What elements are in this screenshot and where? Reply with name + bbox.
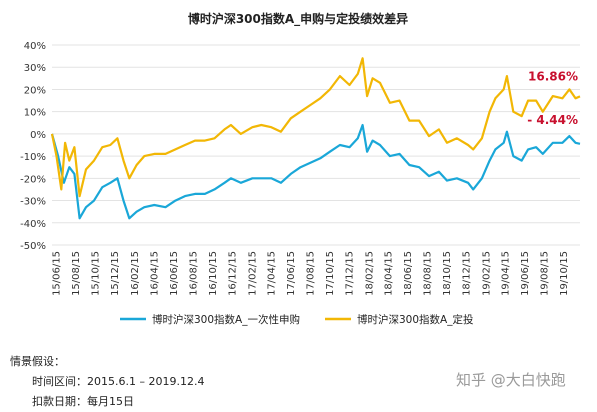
x-tick-label: 18/02/15: [364, 251, 375, 296]
notes-deduction: 扣款日期：每月15日: [32, 395, 134, 408]
x-tick-label: 15/12/15: [110, 251, 121, 296]
y-tick-label: 10%: [24, 108, 46, 119]
x-tick-label: 15/08/15: [71, 251, 82, 296]
y-tick-label: 0%: [30, 130, 46, 141]
x-tick-label: 15/10/15: [91, 251, 102, 296]
x-tick-label: 19/08/15: [539, 251, 550, 296]
x-tick-label: 16/02/15: [130, 251, 141, 296]
x-tick-label: 18/06/15: [403, 251, 414, 296]
y-tick-label: 20%: [24, 85, 46, 96]
y-tick-label: -20%: [20, 174, 46, 185]
notes-period: 时间区间：2015.6.1 – 2019.12.4: [32, 375, 205, 388]
series-line-1: [50, 123, 581, 220]
series-line-2: [50, 57, 581, 198]
watermark: 知乎 @大白快跑: [456, 371, 566, 389]
x-tick-label: 19/10/15: [559, 251, 570, 296]
notes-heading: 情景假设：: [10, 355, 65, 368]
y-tick-label: 30%: [24, 63, 46, 74]
x-tick-label: 17/02/15: [247, 251, 258, 296]
y-tick-label: -50%: [20, 241, 46, 252]
y-tick-label: -40%: [20, 219, 46, 230]
x-tick-label: 16/04/15: [149, 251, 160, 296]
x-tick-label: 17/06/15: [286, 251, 297, 296]
x-tick-label: 18/08/15: [422, 251, 433, 296]
legend-label-2: 博时沪深300指数A_定投: [357, 313, 474, 326]
x-tick-label: 17/12/15: [345, 251, 356, 296]
x-tick-label: 16/10/15: [208, 251, 219, 296]
x-tick-label: 17/04/15: [266, 251, 277, 296]
x-tick-label: 19/02/15: [481, 251, 492, 296]
x-tick-label: 17/10/15: [325, 251, 336, 296]
x-tick-label: 18/10/15: [442, 251, 453, 296]
y-tick-label: -10%: [20, 152, 46, 163]
x-tick-label: 18/12/15: [462, 251, 473, 296]
x-tick-label: 16/12/15: [227, 251, 238, 296]
x-tick-label: 16/06/15: [169, 251, 180, 296]
series-lines: [50, 57, 581, 220]
legend: 博时沪深300指数A_一次性申购 博时沪深300指数A_定投: [120, 313, 474, 326]
x-tick-label: 17/08/15: [305, 251, 316, 296]
y-tick-label: 40%: [24, 41, 46, 52]
x-tick-label: 19/04/15: [500, 251, 511, 296]
scenario-notes: 情景假设： 时间区间：2015.6.1 – 2019.12.4 扣款日期：每月1…: [10, 352, 204, 412]
end-label-1: - 4.44%: [527, 113, 578, 127]
x-tick-label: 19/06/15: [520, 251, 531, 296]
y-tick-label: -30%: [20, 197, 46, 208]
end-label-2: 16.86%: [528, 69, 578, 83]
chart-title: 博时沪深300指数A_申购与定投绩效差异: [188, 11, 408, 27]
grid-lines: [52, 44, 580, 246]
x-tick-label: 15/06/15: [51, 251, 62, 296]
x-tick-label: 18/04/15: [383, 251, 394, 296]
x-tick-label: 16/08/15: [188, 251, 199, 296]
x-axis-ticks: 15/06/15 15/08/15 15/10/15 15/12/15 16/02/15…: [51, 251, 569, 296]
end-labels: - 4.44% 16.86%: [527, 69, 578, 126]
legend-label-1: 博时沪深300指数A_一次性申购: [152, 313, 300, 326]
y-axis-ticks: 40% 30% 20% 10% 0% -10% -20% -30% -40% -50%: [20, 41, 46, 252]
